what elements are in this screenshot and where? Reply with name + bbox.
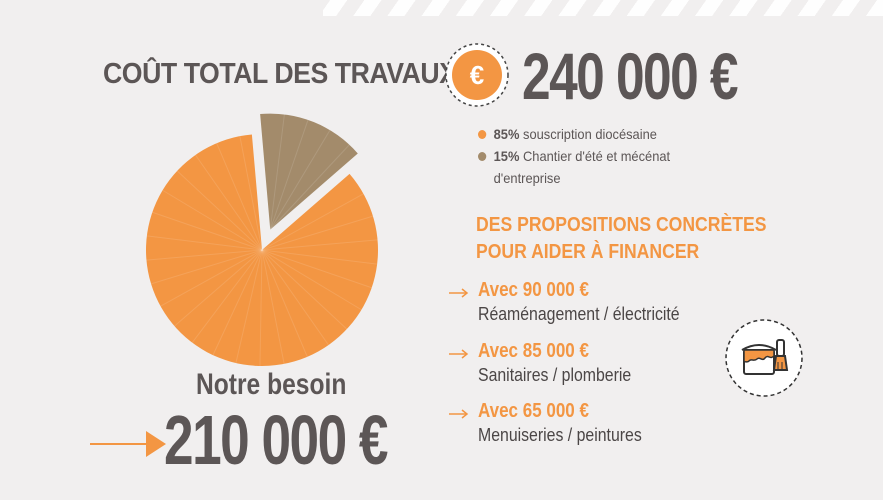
pie-texture-line [269, 119, 309, 230]
total-amount: 240 000 € [522, 39, 739, 113]
page-title: COÛT TOTAL DES TRAVAUX [103, 58, 457, 90]
proposal-description: Réaménagement / électricité [478, 304, 680, 324]
legend-percent: 85% [493, 126, 520, 142]
decorative-stripes [323, 0, 883, 16]
pie-texture-line [216, 143, 263, 251]
legend-item-continued: d'entreprise [478, 167, 670, 189]
proposal-amount: Avec 65 000 € [478, 400, 589, 422]
pie-texture-line [261, 249, 285, 364]
pie-slice-main [145, 134, 378, 366]
pie-texture-line [259, 249, 263, 366]
pie-texture-line [152, 211, 263, 251]
pie-texture-line [176, 170, 263, 251]
svg-text:€: € [470, 60, 484, 90]
pie-texture-line [261, 249, 362, 311]
legend-label: Chantier d'été et mécénat [523, 148, 671, 164]
pie-texture-line [261, 215, 374, 251]
pie-texture-line [191, 249, 263, 343]
proposal-amount: Avec 85 000 € [478, 340, 589, 362]
euro-icon: € [445, 43, 509, 107]
proposals-title-line2: POUR AIDER À FINANCER [476, 241, 700, 263]
pie-texture-line [150, 249, 263, 285]
pie-chart [145, 113, 378, 366]
legend-label-line2: d'entreprise [493, 170, 561, 186]
pie-texture-line [261, 249, 308, 357]
pie-texture-line [261, 193, 364, 251]
pie-texture-line [146, 249, 263, 261]
pie-texture-line [261, 249, 372, 289]
pie-texture-line [261, 249, 348, 330]
pie-texture-line [261, 249, 329, 346]
pie-texture-line [160, 249, 263, 307]
pie-texture-line [239, 136, 263, 251]
arrow-right-icon [449, 288, 469, 298]
pie-texture-line [269, 129, 331, 230]
legend-item: 15% Chantier d'été et mécénat [478, 145, 670, 167]
legend-percent: 15% [493, 148, 520, 164]
pie-texture-line [195, 154, 263, 251]
proposals-title: DES PROPOSITIONS CONCRÈTES POUR AIDER À … [476, 212, 766, 266]
paint-bucket-brush-icon [725, 319, 803, 397]
arrow-right-icon [449, 409, 469, 419]
legend-label: souscription diocésaine [523, 126, 657, 142]
pie-texture-line [146, 235, 263, 251]
arrow-right-icon [449, 349, 469, 359]
arrow-right-icon [90, 431, 166, 457]
pie-texture-line [235, 249, 263, 364]
legend-dot [478, 130, 487, 139]
pie-texture-line [212, 249, 263, 356]
pie-texture-line [261, 239, 378, 251]
pie-texture-line [174, 249, 263, 327]
proposals-title-line1: DES PROPOSITIONS CONCRÈTES [476, 214, 767, 236]
pie-texture-line [261, 249, 378, 265]
need-amount: 210 000 € [164, 401, 389, 479]
legend-dot [478, 152, 487, 161]
need-label: Notre besoin [196, 368, 347, 401]
pie-texture-line [269, 114, 285, 230]
legend: 85% souscription diocésaine 15% Chantier… [478, 123, 687, 189]
legend-item: 85% souscription diocésaine [478, 123, 670, 145]
proposal-amount: Avec 90 000 € [478, 279, 589, 301]
proposal-description: Sanitaires / plomberie [478, 365, 632, 385]
pie-texture-line [162, 189, 263, 251]
proposal-description: Menuiseries / peintures [478, 425, 642, 445]
pie-texture-line [269, 144, 350, 230]
pie-slice-secondary [260, 113, 358, 230]
